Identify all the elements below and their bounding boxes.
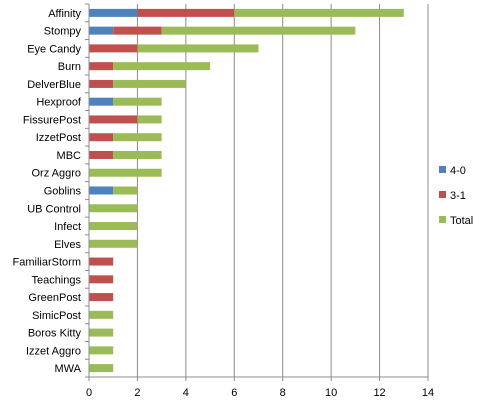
bar-total <box>137 44 259 53</box>
category-label: Orz Aggro <box>31 168 81 180</box>
bar-3-1 <box>89 275 114 284</box>
bar-total <box>113 186 138 195</box>
x-tick-label: 12 <box>373 387 385 399</box>
bar-3-1 <box>89 44 138 53</box>
bar-total <box>161 26 356 35</box>
legend-swatch <box>439 191 446 198</box>
bar-total <box>89 204 138 213</box>
category-label: Hexproof <box>36 97 82 109</box>
category-label: Stompy <box>44 26 82 38</box>
category-label: GreenPost <box>28 292 81 304</box>
x-tick-label: 6 <box>231 387 237 399</box>
bar-total <box>89 364 114 373</box>
category-label: IzzetPost <box>36 132 81 144</box>
x-tick-label: 10 <box>325 387 337 399</box>
category-label: Affinity <box>48 8 81 20</box>
bar-total <box>89 222 138 231</box>
category-label: FamiliarStorm <box>13 257 81 269</box>
bar-total <box>113 133 162 142</box>
bar-total <box>89 168 162 177</box>
category-label: MBC <box>57 150 82 162</box>
category-label: Eye Candy <box>27 43 81 55</box>
bar-total <box>113 150 162 159</box>
category-label: Teachings <box>31 274 81 286</box>
x-tick-label: 4 <box>183 387 189 399</box>
category-label: MWA <box>55 363 82 375</box>
axes <box>85 3 429 381</box>
bar-total <box>113 79 186 88</box>
category-label: Izzet Aggro <box>26 345 81 357</box>
bar-total <box>89 239 138 248</box>
bar-total <box>89 346 114 355</box>
category-label: DelverBlue <box>27 79 81 91</box>
bar-3-1 <box>89 150 114 159</box>
category-labels: Affinity Stompy Eye Candy Burn DelverBlue Hex… <box>13 8 82 375</box>
bar-3-1 <box>89 133 114 142</box>
category-label: Elves <box>54 239 81 251</box>
gridlines <box>136 4 429 377</box>
bar-total <box>113 97 162 106</box>
bar-3-1 <box>137 8 235 17</box>
category-label: Infect <box>54 221 81 233</box>
bar-4-0 <box>89 186 114 195</box>
x-tick-label: 0 <box>86 387 92 399</box>
bar-3-1 <box>89 115 138 124</box>
bars <box>89 8 404 373</box>
x-tick-label: 8 <box>280 387 286 399</box>
category-label: UB Control <box>27 203 81 215</box>
x-tick-labels: 0 2 4 6 8 10 12 14 <box>86 387 434 399</box>
x-tick-label: 14 <box>422 387 434 399</box>
bar-3-1 <box>89 293 114 302</box>
bar-4-0 <box>89 97 114 106</box>
bar-3-1 <box>89 257 114 266</box>
bar-total <box>234 8 404 17</box>
legend-swatch <box>439 166 446 173</box>
category-label: Boros Kitty <box>28 328 82 340</box>
category-label: SimicPost <box>32 310 81 322</box>
bar-3-1 <box>89 79 114 88</box>
bar-total <box>137 115 162 124</box>
bar-3-1 <box>113 26 162 35</box>
bar-4-0 <box>89 8 138 17</box>
x-tick-label: 2 <box>134 387 140 399</box>
bar-total <box>89 310 114 319</box>
legend: 4-0 3-1 Total <box>439 165 473 227</box>
legend-label: 3-1 <box>450 190 466 202</box>
bar-3-1 <box>89 62 114 71</box>
bar-total <box>89 328 114 337</box>
bar-total <box>113 62 211 71</box>
legend-label: Total <box>450 215 473 227</box>
bar-4-0 <box>89 26 114 35</box>
legend-label: 4-0 <box>450 165 466 177</box>
category-label: Burn <box>58 61 81 73</box>
category-label: Goblins <box>44 186 82 198</box>
category-label: FissurePost <box>23 114 81 126</box>
legend-swatch <box>439 216 446 223</box>
